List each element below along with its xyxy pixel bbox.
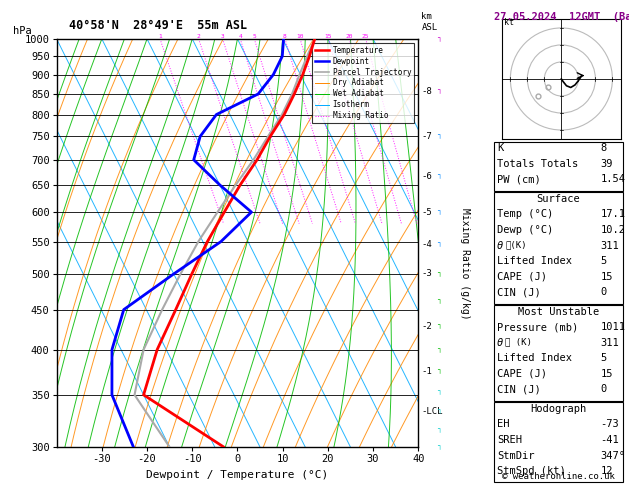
Text: ᴇ (K): ᴇ (K) <box>505 338 532 347</box>
Text: 311: 311 <box>601 338 620 348</box>
Text: ┐: ┐ <box>437 271 442 277</box>
Text: ┐: ┐ <box>437 347 442 352</box>
Text: Totals Totals: Totals Totals <box>497 159 578 169</box>
Text: 5: 5 <box>601 256 607 266</box>
Text: CAPE (J): CAPE (J) <box>497 369 547 379</box>
Text: ┐: ┐ <box>437 242 442 247</box>
Text: -2: -2 <box>421 322 432 330</box>
Text: CIN (J): CIN (J) <box>497 384 541 395</box>
Text: 25: 25 <box>362 34 369 39</box>
Text: θ: θ <box>497 338 503 348</box>
Text: StmDir: StmDir <box>497 451 535 461</box>
Text: PW (cm): PW (cm) <box>497 174 541 185</box>
Text: θ: θ <box>497 241 503 251</box>
Text: ┐: ┐ <box>437 389 442 395</box>
Text: 40°58'N  28°49'E  55m ASL: 40°58'N 28°49'E 55m ASL <box>69 18 247 32</box>
Text: 27.05.2024  12GMT  (Base: 12): 27.05.2024 12GMT (Base: 12) <box>494 12 629 22</box>
Text: 8: 8 <box>283 34 287 39</box>
Text: 17.1: 17.1 <box>601 209 626 220</box>
Text: 15: 15 <box>325 34 332 39</box>
Text: Dewp (°C): Dewp (°C) <box>497 225 553 235</box>
Legend: Temperature, Dewpoint, Parcel Trajectory, Dry Adiabat, Wet Adiabat, Isotherm, Mi: Temperature, Dewpoint, Parcel Trajectory… <box>312 43 415 123</box>
Text: Most Unstable: Most Unstable <box>518 307 599 317</box>
Text: -8: -8 <box>421 87 432 96</box>
Text: 1011: 1011 <box>601 322 626 332</box>
Text: Temp (°C): Temp (°C) <box>497 209 553 220</box>
Text: 8: 8 <box>601 143 607 154</box>
Text: -LCL: -LCL <box>421 407 443 416</box>
Text: 10.2: 10.2 <box>601 225 626 235</box>
Text: ┐: ┐ <box>437 134 442 139</box>
Text: ┐: ┐ <box>437 368 442 374</box>
Text: ┐: ┐ <box>437 174 442 179</box>
Text: © weatheronline.co.uk: © weatheronline.co.uk <box>502 472 615 481</box>
Text: ┐: ┐ <box>437 88 442 94</box>
Text: 12: 12 <box>601 466 613 476</box>
Text: hPa: hPa <box>13 26 31 36</box>
Text: km
ASL: km ASL <box>421 12 438 32</box>
Text: K: K <box>497 143 503 154</box>
Text: 15: 15 <box>601 272 613 282</box>
Text: -7: -7 <box>421 132 432 141</box>
Text: ┐: ┐ <box>437 36 442 42</box>
Text: 15: 15 <box>601 369 613 379</box>
Text: -4: -4 <box>421 240 432 249</box>
Text: -41: -41 <box>601 435 620 445</box>
Text: ᴇ(K): ᴇ(K) <box>505 241 526 250</box>
Text: 5: 5 <box>601 353 607 364</box>
Text: 4: 4 <box>238 34 242 39</box>
Text: ┐: ┐ <box>437 444 442 450</box>
Text: -73: -73 <box>601 419 620 430</box>
Text: CAPE (J): CAPE (J) <box>497 272 547 282</box>
Text: 5: 5 <box>252 34 256 39</box>
Text: Surface: Surface <box>537 194 580 204</box>
Text: Lifted Index: Lifted Index <box>497 353 572 364</box>
Text: Hodograph: Hodograph <box>530 404 586 414</box>
Text: 10: 10 <box>296 34 304 39</box>
Text: 1.54: 1.54 <box>601 174 626 185</box>
Text: 0: 0 <box>601 384 607 395</box>
Text: ┐: ┐ <box>437 408 442 415</box>
Text: 0: 0 <box>601 287 607 297</box>
Text: -5: -5 <box>421 208 432 217</box>
Text: SREH: SREH <box>497 435 522 445</box>
Text: kt: kt <box>504 17 513 27</box>
Text: 347°: 347° <box>601 451 626 461</box>
Text: 39: 39 <box>601 159 613 169</box>
Text: EH: EH <box>497 419 509 430</box>
Text: -6: -6 <box>421 172 432 181</box>
Text: ┐: ┐ <box>437 209 442 215</box>
Text: ┐: ┐ <box>437 323 442 329</box>
Text: CIN (J): CIN (J) <box>497 287 541 297</box>
Text: 311: 311 <box>601 241 620 251</box>
Text: ┐: ┐ <box>437 427 442 433</box>
Text: Pressure (mb): Pressure (mb) <box>497 322 578 332</box>
Text: -1: -1 <box>421 367 432 376</box>
Text: Lifted Index: Lifted Index <box>497 256 572 266</box>
Text: Mixing Ratio (g/kg): Mixing Ratio (g/kg) <box>460 208 470 319</box>
Text: 1: 1 <box>158 34 162 39</box>
Text: -3: -3 <box>421 269 432 278</box>
Text: ┐: ┐ <box>437 298 442 304</box>
X-axis label: Dewpoint / Temperature (°C): Dewpoint / Temperature (°C) <box>147 469 328 480</box>
Text: StmSpd (kt): StmSpd (kt) <box>497 466 565 476</box>
Text: 20: 20 <box>345 34 353 39</box>
Text: 3: 3 <box>221 34 225 39</box>
Text: 2: 2 <box>197 34 201 39</box>
